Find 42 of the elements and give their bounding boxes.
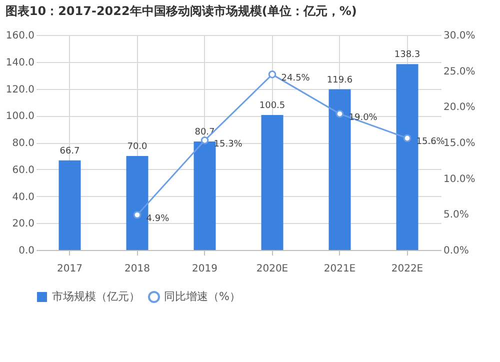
y-tick-label: 100.0	[6, 111, 34, 122]
x-tick-label: 2020E	[256, 264, 288, 274]
point	[133, 210, 142, 219]
y-tick-label: 80.0	[12, 138, 34, 149]
y-tick-label: 120.0	[6, 84, 34, 96]
y2-tick-label: 30.0%	[444, 30, 476, 42]
y-tick-label: 140.0	[6, 57, 34, 68]
bar	[126, 156, 148, 250]
y2-tick-label: 20.0%	[444, 102, 476, 114]
bar	[396, 64, 418, 250]
data-label: 70.0	[127, 142, 148, 152]
y-tick-label: 20.0	[12, 218, 34, 230]
point	[200, 136, 209, 144]
point	[336, 110, 344, 118]
x-tick-label: 2022E	[391, 264, 424, 274]
y2-tick-label: 15.0%	[444, 138, 476, 149]
point	[403, 134, 412, 142]
point	[268, 70, 276, 78]
bar	[58, 160, 81, 250]
y2-tick-label: 25.0%	[444, 66, 476, 78]
x-tick-label: 2017	[57, 264, 82, 274]
y2-tick-label: 10.0%	[444, 174, 476, 185]
bar	[261, 114, 284, 250]
y2-tick-label: 5.0%	[444, 210, 469, 221]
y-tick-label: 60.0	[12, 164, 34, 176]
y-tick-label: 0.0	[18, 246, 34, 256]
legend-label: 同比增速（%）	[164, 290, 240, 303]
x-tick-label: 2018	[124, 264, 150, 274]
x-tick-label: 2019	[192, 264, 218, 274]
bar	[194, 142, 216, 250]
y-tick-label: 160.0	[6, 30, 34, 42]
chart-title: 图表10：2017-2022年中国移动阅读市场规模(单位：亿元，%)	[5, 4, 357, 18]
x-tick-label: 2021E	[324, 264, 356, 274]
y2-tick-label: 0.0%	[444, 246, 469, 256]
legend-label: 市场规模（亿元）	[52, 290, 140, 303]
data-label: 24.5%	[281, 73, 310, 84]
data-label: 138.3	[394, 50, 420, 60]
data-label: 66.7	[60, 146, 80, 156]
data-label: 100.5	[259, 100, 286, 111]
y-tick-label: 40.0	[12, 192, 34, 203]
data-label: 119.6	[326, 75, 353, 86]
bar	[328, 89, 351, 250]
